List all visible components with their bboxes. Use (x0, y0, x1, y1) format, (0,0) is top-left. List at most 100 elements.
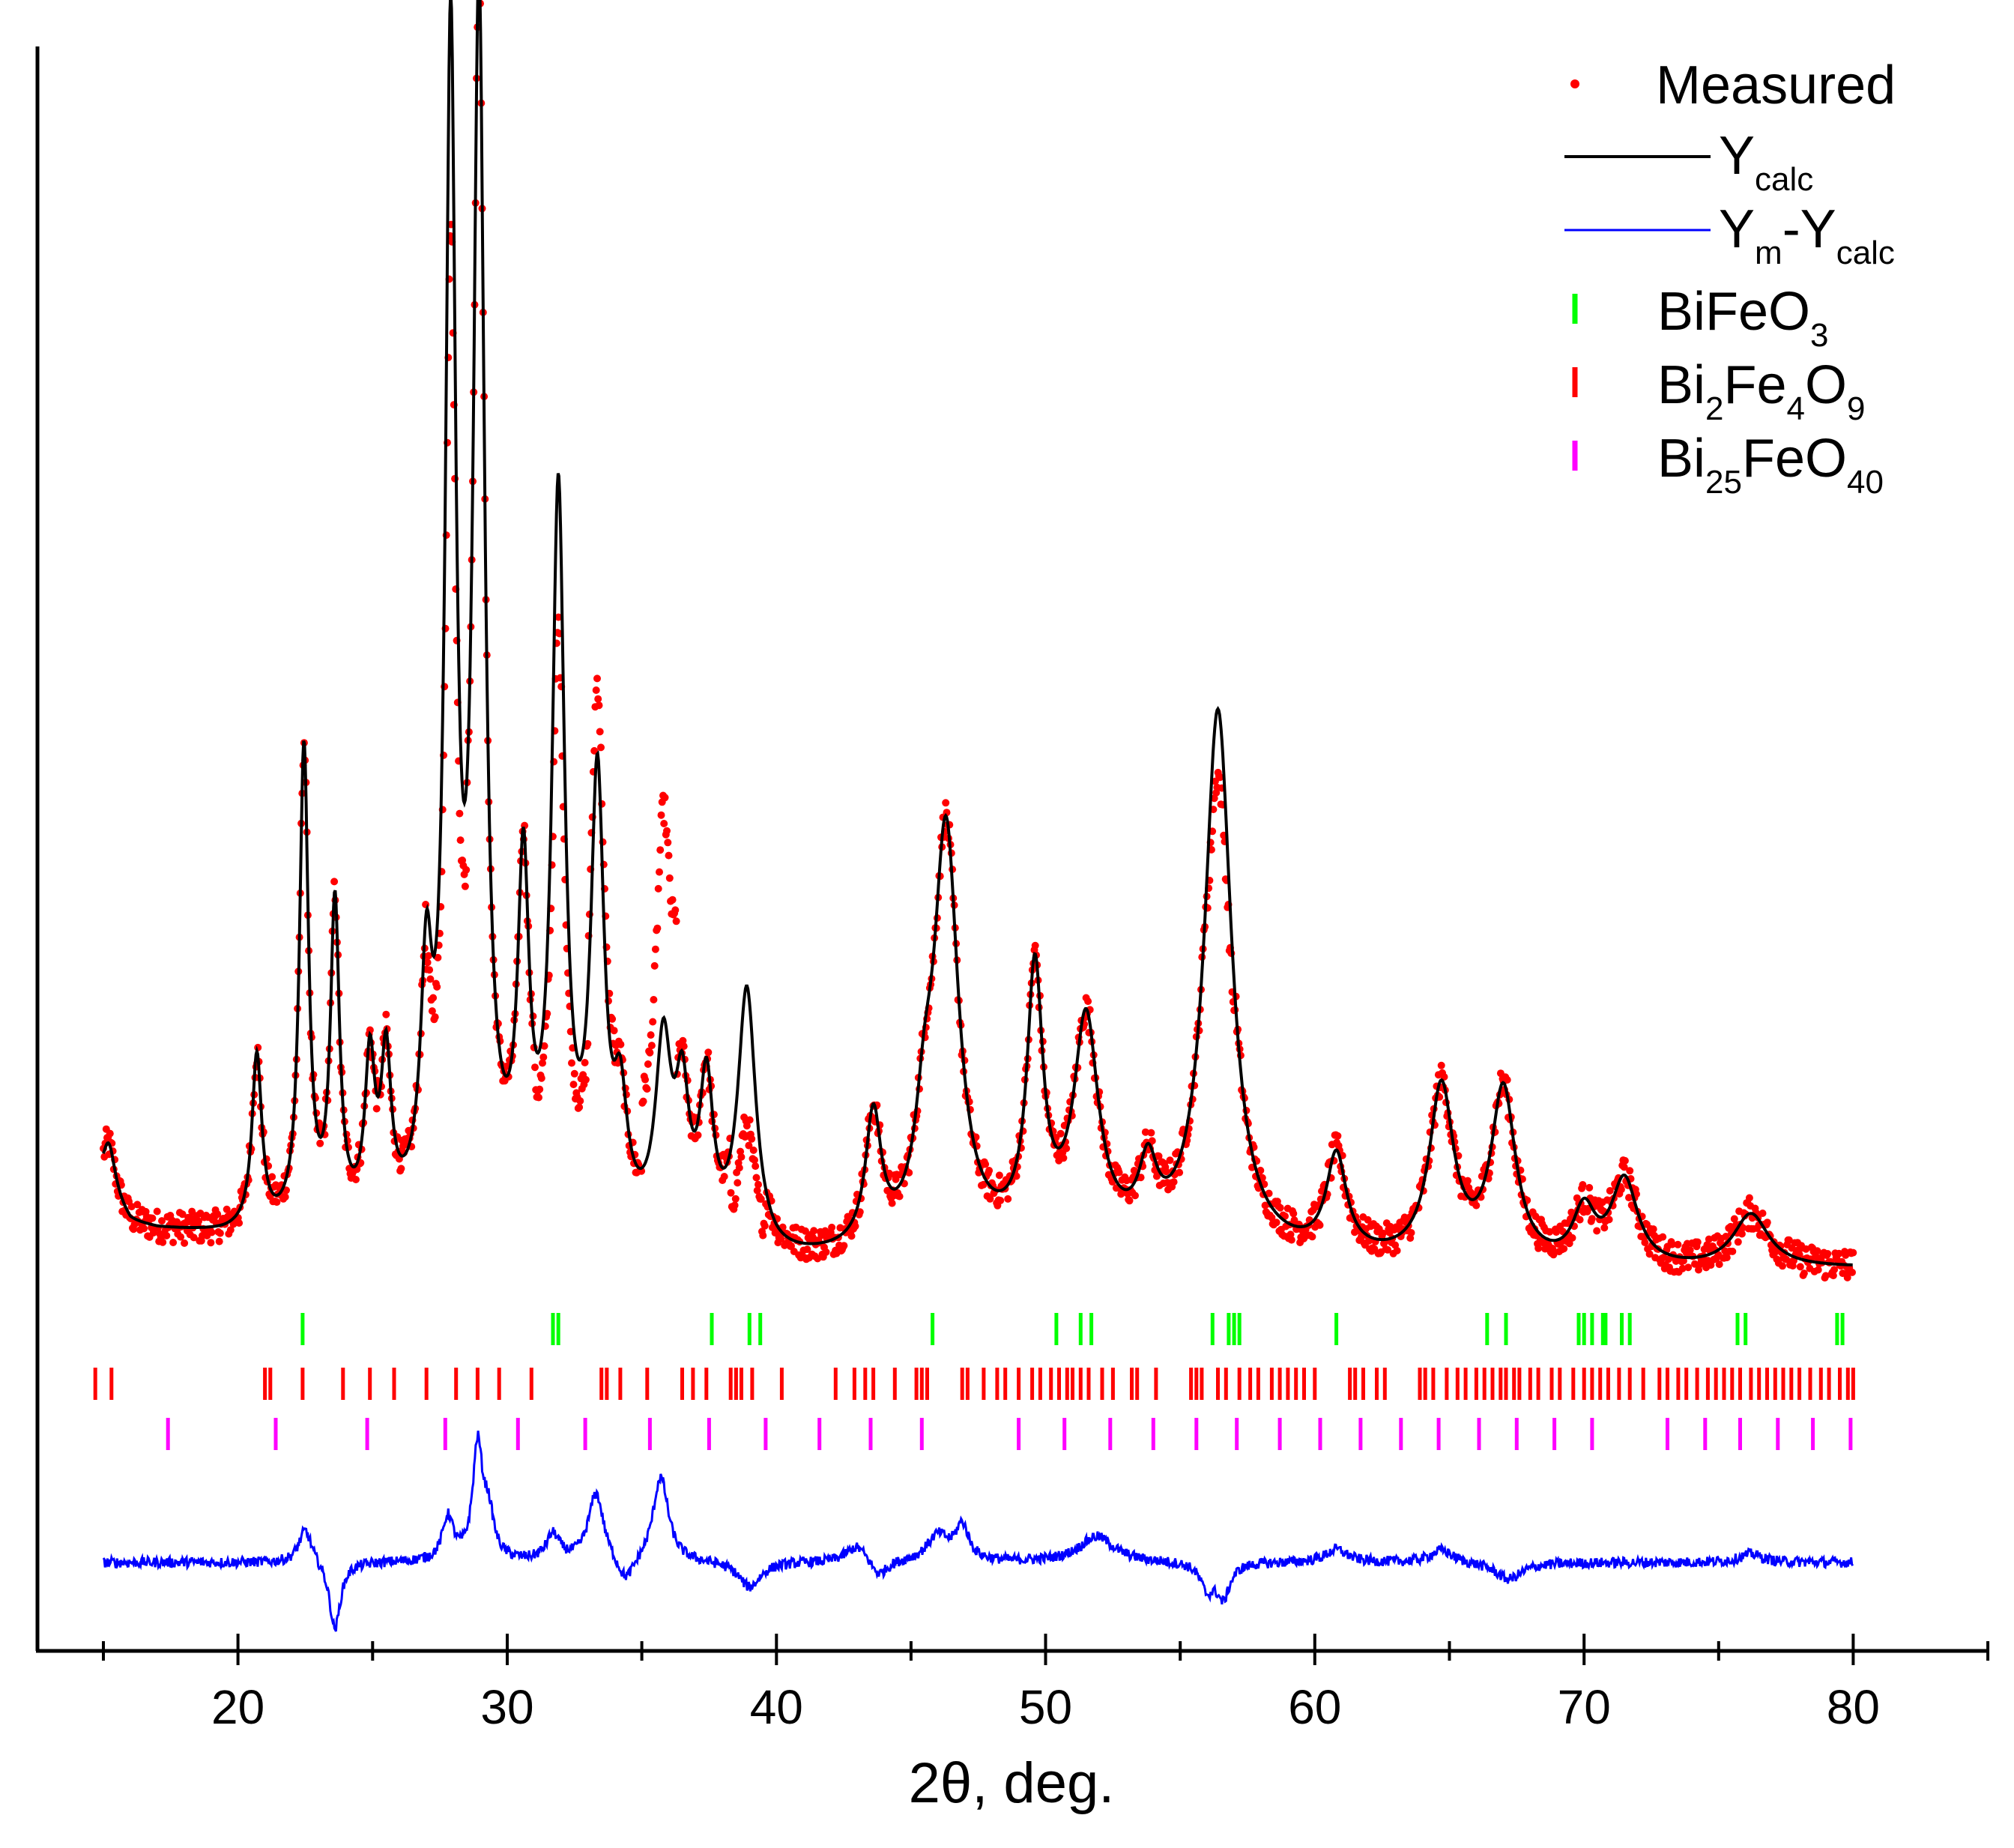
measured-point (575, 1103, 584, 1111)
legend-measured-label: Measured (1656, 55, 1896, 115)
measured-point (592, 686, 600, 694)
measured-point (650, 996, 658, 1003)
measured-point (895, 1192, 904, 1201)
measured-point (570, 1069, 578, 1078)
measured-point (428, 1007, 436, 1015)
measured-point (822, 1248, 830, 1256)
measured-point (1308, 1233, 1316, 1241)
measured-point (1084, 997, 1092, 1006)
measured-point (581, 1075, 590, 1084)
measured-point (1148, 1137, 1156, 1145)
measured-point (610, 1027, 618, 1035)
measured-point (1031, 941, 1039, 949)
measured-point (1730, 1215, 1738, 1223)
measured-point (759, 1231, 767, 1239)
measured-point (851, 1222, 859, 1231)
measured-point (1593, 1227, 1601, 1235)
measured-point (608, 1015, 617, 1023)
measured-point (268, 1173, 276, 1181)
measured-point (1738, 1230, 1746, 1238)
measured-point (159, 1238, 167, 1246)
measured-point (1056, 1129, 1065, 1138)
measured-point (223, 1205, 231, 1213)
x-tick-label: 60 (1288, 1680, 1341, 1734)
measured-point (535, 1093, 542, 1102)
measured-point (1668, 1240, 1676, 1248)
measured-point (828, 1223, 836, 1231)
measured-point (1795, 1251, 1803, 1258)
calc-line (102, 0, 1853, 1266)
legend-bi2fe4o9-label: Bi2Fe4O9 (1657, 355, 1866, 427)
measured-point (569, 1081, 578, 1089)
measured-point (657, 811, 665, 819)
measured-point (803, 1245, 811, 1254)
measured-point (986, 1195, 994, 1203)
measured-point (596, 728, 604, 736)
measured-point (647, 1031, 655, 1039)
legend-calc-label: Ycalc (1719, 126, 1813, 198)
measured-point (656, 846, 665, 854)
measured-point (671, 906, 680, 914)
measured-point (1705, 1235, 1713, 1243)
measured-point (1568, 1233, 1576, 1242)
measured-point (1364, 1236, 1373, 1245)
measured-point (1678, 1264, 1687, 1272)
measured-point (397, 1165, 405, 1173)
measured-point (461, 882, 469, 890)
axes: 20 30 40 50 60 70 80 2θ, deg. (35, 46, 1990, 1815)
measured-point (660, 820, 668, 827)
measured-point (663, 827, 671, 835)
measured-point (1839, 1269, 1847, 1278)
measured-point (1560, 1245, 1568, 1253)
measured-point (664, 839, 672, 847)
measured-point (1261, 1201, 1269, 1210)
measured-series (100, 0, 1857, 1282)
measured-point (581, 1059, 589, 1066)
measured-point (1170, 1178, 1178, 1186)
measured-point (1745, 1194, 1753, 1202)
measured-point (177, 1233, 185, 1241)
diff-line (102, 1431, 1854, 1632)
measured-point (1843, 1273, 1851, 1281)
measured-point (1785, 1236, 1793, 1244)
measured-point (1162, 1168, 1170, 1176)
measured-point (431, 1013, 439, 1021)
measured-point (672, 917, 680, 925)
measured-point (1684, 1263, 1693, 1272)
measured-point (647, 1042, 656, 1050)
measured-point (1384, 1245, 1391, 1254)
measured-point (1125, 1197, 1134, 1205)
measured-point (641, 1075, 650, 1084)
measured-point (1659, 1233, 1667, 1241)
measured-point (1625, 1194, 1633, 1202)
measured-point (235, 1219, 244, 1227)
measured-point (1664, 1255, 1672, 1263)
measured-point (207, 1239, 215, 1247)
measured-point (847, 1232, 856, 1240)
measured-point (661, 794, 669, 802)
measured-point (1734, 1238, 1742, 1246)
measured-point (1739, 1224, 1747, 1232)
measured-point (181, 1239, 189, 1247)
measured-point (429, 994, 438, 1002)
measured-point (1289, 1210, 1298, 1218)
x-tick-label: 20 (211, 1680, 264, 1734)
measured-point (352, 1176, 360, 1183)
measured-point (751, 1156, 758, 1164)
measured-point (888, 1199, 896, 1207)
reflection-markers (93, 1313, 1855, 1450)
legend-bi25feo40-label: Bi25FeO40 (1657, 429, 1884, 501)
measured-point (1463, 1177, 1472, 1185)
measured-point (1576, 1216, 1584, 1224)
x-tick-label: 70 (1558, 1680, 1611, 1734)
measured-point (1763, 1219, 1771, 1227)
measured-point (216, 1229, 224, 1237)
measured-point (644, 1060, 652, 1068)
measured-point (760, 1222, 769, 1230)
measured-point (1821, 1272, 1830, 1280)
measured-point (1779, 1262, 1786, 1270)
measured-point (153, 1207, 161, 1216)
measured-point (456, 809, 464, 818)
measured-point (140, 1225, 148, 1233)
measured-point (704, 1048, 713, 1057)
